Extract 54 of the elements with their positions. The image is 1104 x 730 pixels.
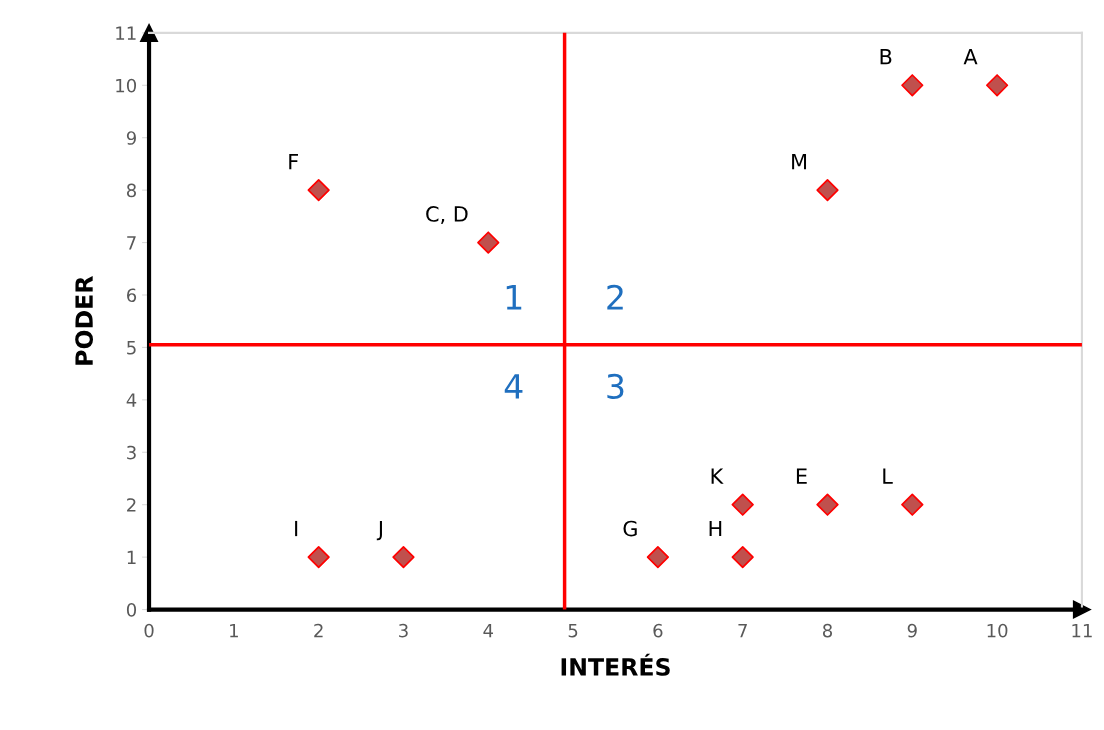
annotation: H: [709, 520, 722, 537]
y-tick-label: 0: [126, 603, 137, 617]
annotation: G: [623, 520, 637, 537]
y-tick-label: 9: [126, 131, 136, 145]
x-tick-label: 1: [230, 623, 238, 638]
y-tick-label: 8: [126, 183, 136, 198]
x-tick-label: 4: [483, 623, 493, 638]
y-tick-label: 6: [127, 288, 137, 303]
annotation: K: [711, 468, 724, 484]
x-tick-label: 0: [144, 623, 154, 638]
annotation: 2: [607, 284, 623, 310]
x-tick-label: 2: [314, 623, 323, 638]
point: [816, 178, 839, 202]
annotation: C, D: [426, 206, 468, 224]
annotation: E: [796, 468, 807, 484]
annotation: B: [880, 49, 892, 65]
point: [901, 74, 924, 97]
annotation: I: [295, 520, 298, 537]
y-tick-label: 2: [127, 498, 136, 512]
y-tick-label: 5: [127, 341, 136, 355]
annotation: L: [883, 468, 893, 484]
y-tick-label: 1: [127, 550, 136, 564]
point: [731, 545, 754, 569]
y-tick-label: 11: [116, 26, 136, 40]
point: [307, 545, 330, 569]
x-axis-title: INTERÉS: [561, 653, 670, 676]
point: [901, 493, 924, 516]
annotation: J: [376, 520, 382, 541]
annotation: 4: [504, 374, 523, 399]
point: [307, 178, 330, 202]
point: [985, 74, 1009, 97]
x-tick-label: 11: [1072, 623, 1092, 638]
annotation: F: [289, 153, 298, 170]
point: [731, 493, 754, 516]
point: [816, 493, 839, 516]
annotation: M: [792, 153, 807, 170]
y-tick-label: 10: [116, 78, 137, 93]
x-tick-label: 8: [822, 623, 833, 638]
y-tick-label: 7: [127, 236, 136, 250]
point: [392, 545, 415, 569]
point: [646, 545, 670, 569]
y-tick-label: 4: [126, 393, 137, 407]
y-axis-title: PODER: [75, 276, 94, 365]
x-tick-label: 10: [987, 623, 1008, 638]
annotation: 3: [607, 373, 624, 400]
y-tick-label: 3: [127, 445, 136, 460]
x-tick-label: 9: [907, 623, 917, 638]
annotation: A: [963, 49, 978, 65]
x-tick-label: 5: [568, 623, 578, 638]
x-tick-label: 7: [738, 623, 747, 638]
x-tick-label: 3: [399, 623, 408, 638]
point: [477, 231, 500, 254]
x-tick-label: 6: [653, 623, 663, 638]
annotation: 1: [506, 285, 522, 310]
